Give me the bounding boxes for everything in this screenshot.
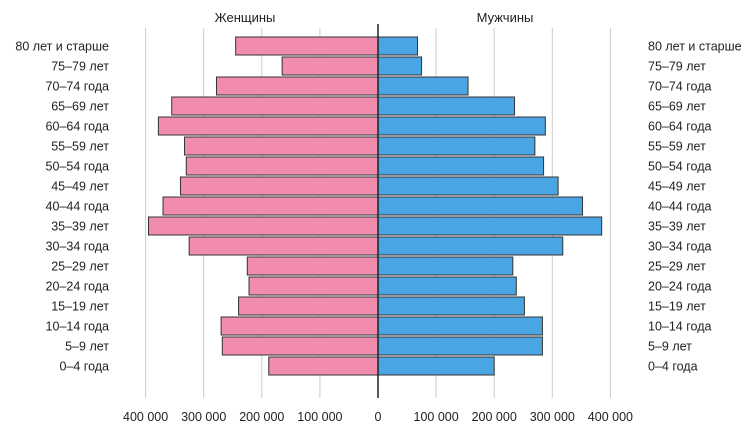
female-bar xyxy=(220,316,379,336)
male-bar xyxy=(377,196,584,216)
female-bar xyxy=(179,176,379,196)
category-label-right: 65–69 лет xyxy=(648,100,706,114)
male-bar xyxy=(377,156,545,176)
male-bar xyxy=(377,136,536,156)
x-tick-label: 100 000 xyxy=(414,410,459,424)
female-bar xyxy=(157,116,379,136)
category-label-right: 45–49 лет xyxy=(648,180,706,194)
category-label-right: 60–64 года xyxy=(648,120,711,134)
category-label-left: 25–29 лет xyxy=(51,260,109,274)
x-tick-label: 0 xyxy=(375,410,382,424)
category-label-right: 25–29 лет xyxy=(648,260,706,274)
x-tick-label: 200 000 xyxy=(472,410,517,424)
female-bar xyxy=(221,336,379,356)
female-bar xyxy=(268,356,379,376)
female-bar xyxy=(246,256,379,276)
x-tick-label: 400 000 xyxy=(123,410,168,424)
category-label-right: 35–39 лет xyxy=(648,220,706,234)
female-bar xyxy=(281,56,379,76)
category-label-left: 55–59 лет xyxy=(51,140,109,154)
male-bar xyxy=(377,216,603,236)
male-bar xyxy=(377,256,514,276)
male-series-title: Мужчины xyxy=(477,10,534,25)
male-bar xyxy=(377,56,423,76)
x-tick-labels: 400 000 300 000 200 000 100 000 0 100 000 200 … xyxy=(123,410,633,424)
male-bar xyxy=(377,356,495,376)
category-label-left: 0–4 года xyxy=(59,360,109,374)
female-bar xyxy=(171,96,379,116)
category-label-left: 80 лет и старше xyxy=(15,40,109,54)
female-bar xyxy=(238,296,379,316)
category-label-left: 75–79 лет xyxy=(51,60,109,74)
x-tick-label: 200 000 xyxy=(239,410,284,424)
category-label-left: 35–39 лет xyxy=(51,220,109,234)
x-tick-label: 100 000 xyxy=(297,410,342,424)
female-series-title: Женщины xyxy=(215,10,276,25)
category-label-right: 5–9 лет xyxy=(648,340,692,354)
category-label-right: 0–4 года xyxy=(648,360,698,374)
category-label-left: 65–69 лет xyxy=(51,100,109,114)
female-bar xyxy=(248,276,379,296)
category-label-left: 40–44 года xyxy=(46,200,109,214)
category-label-right: 75–79 лет xyxy=(648,60,706,74)
female-bar xyxy=(185,156,379,176)
category-label-right: 40–44 года xyxy=(648,200,711,214)
category-label-left: 20–24 года xyxy=(46,280,109,294)
category-label-left: 5–9 лет xyxy=(65,340,109,354)
male-bar xyxy=(377,336,543,356)
x-tick-label: 300 000 xyxy=(181,410,226,424)
x-tick-label: 300 000 xyxy=(530,410,575,424)
category-label-right: 55–59 лет xyxy=(648,140,706,154)
female-bar xyxy=(235,36,379,56)
category-label-left: 15–19 лет xyxy=(51,300,109,314)
male-bar xyxy=(377,316,543,336)
male-bar xyxy=(377,176,559,196)
category-label-left: 50–54 года xyxy=(46,160,109,174)
category-label-left: 10–14 года xyxy=(46,320,109,334)
female-bar xyxy=(148,216,379,236)
female-bar xyxy=(188,236,379,256)
category-label-right: 70–74 года xyxy=(648,80,711,94)
male-bar xyxy=(377,276,517,296)
male-bar xyxy=(377,296,525,316)
male-bar xyxy=(377,236,564,256)
category-label-left: 70–74 года xyxy=(46,80,109,94)
category-label-right: 10–14 года xyxy=(648,320,711,334)
female-bar xyxy=(215,76,379,96)
category-label-right: 80 лет и старше xyxy=(648,40,742,54)
male-bar xyxy=(377,116,546,136)
category-label-left: 60–64 года xyxy=(46,120,109,134)
category-label-right: 50–54 года xyxy=(648,160,711,174)
category-label-right: 20–24 года xyxy=(648,280,711,294)
right-category-labels: 80 лет и старше 75–79 лет 70–74 года 65–69 … xyxy=(648,40,742,374)
female-bar xyxy=(184,136,379,156)
category-label-left: 45–49 лет xyxy=(51,180,109,194)
male-bar xyxy=(377,36,419,56)
category-label-right: 15–19 лет xyxy=(648,300,706,314)
female-bar xyxy=(162,196,379,216)
x-tick-label: 400 000 xyxy=(588,410,633,424)
category-label-right: 30–34 года xyxy=(648,240,711,254)
bars xyxy=(148,36,603,376)
male-bar xyxy=(377,76,469,96)
male-bar xyxy=(377,96,516,116)
left-category-labels: 80 лет и старше 75–79 лет 70–74 года 65–69 … xyxy=(15,40,109,374)
category-label-left: 30–34 года xyxy=(46,240,109,254)
